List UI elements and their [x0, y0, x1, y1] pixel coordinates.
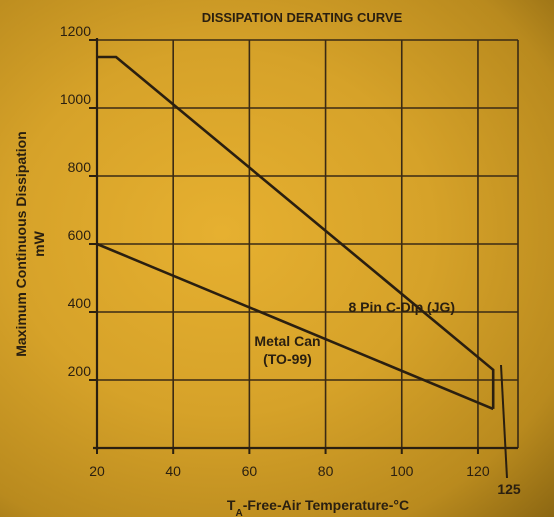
y-tick-label-1000: 1000 — [60, 91, 91, 107]
annotation-1-line-1: (TO-99) — [263, 351, 312, 367]
x-tick-label-40: 40 — [165, 463, 181, 479]
y-tick-label-600: 600 — [68, 227, 92, 243]
x-tick-label-80: 80 — [318, 463, 334, 479]
series-line-c-dip — [97, 55, 495, 409]
axes — [89, 38, 518, 479]
y-axis-label-line-0: Maximum Continuous Dissipation — [13, 131, 29, 357]
x-tick-label-60: 60 — [242, 463, 258, 479]
annotation-0-line-0: 8 Pin C-Dip (JG) — [348, 299, 455, 315]
y-tick-label-200: 200 — [68, 363, 92, 379]
x-tick-mark-125 — [500, 364, 508, 479]
annotation-1-line-0: Metal Can — [254, 333, 320, 349]
x-tick-label-120: 120 — [466, 463, 490, 479]
series-group — [96, 55, 495, 411]
x-tick-label-20: 20 — [89, 463, 105, 479]
y-tick-label-400: 400 — [68, 295, 92, 311]
y-axis-label-line-1: mW — [31, 230, 47, 256]
annotations-group: 8 Pin C-Dip (JG) Metal Can (TO-99) — [254, 299, 455, 367]
x-axis-label: TA-Free-Air Temperature-°C — [227, 497, 409, 517]
y-tick-label-1200: 1200 — [60, 23, 91, 39]
series-line-metal-can — [96, 242, 494, 411]
chart-title: DISSIPATION DERATING CURVE — [202, 10, 403, 25]
grid — [97, 39, 519, 448]
x-tick-label-100: 100 — [390, 463, 414, 479]
x-tick-label-125: 125 — [497, 481, 521, 497]
labels-group: 200 400 600 800 1000 1200 20 40 60 80 100 120 125 TA-… — [13, 23, 521, 517]
y-tick-label-800: 800 — [68, 159, 92, 175]
